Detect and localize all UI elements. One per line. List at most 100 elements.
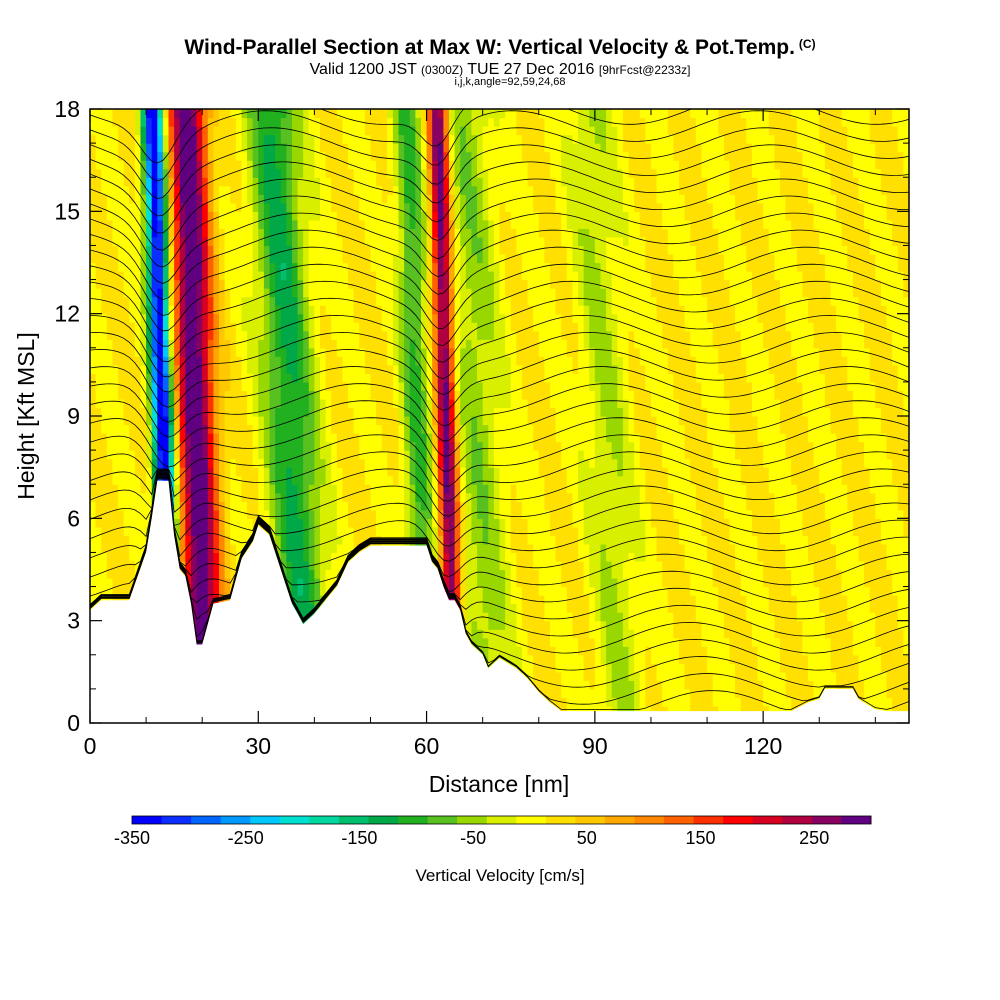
field-cell (314, 552, 321, 562)
field-cell (303, 407, 310, 417)
field-cell (179, 245, 186, 255)
field-cell (376, 467, 383, 477)
field-cell (392, 288, 400, 298)
field-cell (286, 228, 293, 238)
field-cell (303, 211, 310, 221)
field-cell (252, 279, 259, 289)
field-cell (437, 501, 444, 511)
field-cell (359, 492, 366, 502)
field-cell (235, 288, 243, 298)
field-cell (426, 501, 433, 511)
field-cell (325, 492, 332, 502)
field-cell (404, 168, 411, 178)
field-cell (387, 151, 394, 161)
field-cell (331, 484, 338, 494)
field-cell (118, 271, 125, 281)
field-cell (196, 279, 203, 289)
field-cell (381, 441, 388, 451)
field-cell (146, 373, 153, 383)
field-cell (263, 117, 271, 127)
field-cell (465, 620, 473, 630)
field-cell (398, 202, 405, 212)
field-cell (370, 168, 377, 178)
field-cell (275, 441, 282, 451)
field-cell (151, 126, 158, 136)
field-cell (336, 177, 344, 187)
field-cell (95, 330, 102, 340)
field-cell (319, 330, 327, 340)
field-cell (303, 177, 310, 187)
field-cell (454, 373, 461, 383)
field-cell (230, 398, 237, 409)
field-cell (230, 313, 237, 323)
field-cell (129, 339, 136, 349)
field-cell (263, 228, 271, 238)
field-cell (157, 185, 164, 195)
field-cell (190, 228, 198, 238)
field-cell (426, 416, 433, 426)
field-cell (404, 364, 411, 374)
field-cell (303, 433, 310, 443)
field-cell (291, 526, 299, 536)
field-cell (196, 620, 203, 630)
field-cell (185, 160, 192, 170)
field-cell (196, 339, 203, 349)
field-cell (207, 586, 215, 596)
field-cell (106, 560, 114, 571)
field-cell (235, 236, 243, 247)
field-cell (280, 424, 287, 434)
field-cell (342, 518, 349, 528)
field-cell (162, 288, 170, 298)
field-cell (398, 509, 405, 519)
field-cell (146, 143, 153, 153)
field-cell (353, 126, 360, 136)
field-cell (314, 381, 321, 392)
field-cell (202, 271, 209, 281)
field-cell (359, 450, 366, 460)
field-cell (95, 194, 102, 204)
field-cell (308, 168, 315, 178)
field-cell (325, 126, 332, 136)
field-cell (118, 518, 125, 528)
field-cell (325, 134, 332, 144)
field-cell (308, 595, 315, 605)
field-cell (101, 381, 108, 392)
field-cell (348, 364, 355, 374)
field-cell (112, 518, 119, 528)
field-cell (303, 117, 310, 127)
field-cell (420, 305, 428, 315)
field-cell (460, 245, 467, 255)
field-cell (174, 526, 181, 536)
field-cell (291, 177, 299, 187)
field-cell (286, 143, 293, 153)
field-cell (151, 330, 158, 340)
field-cell (213, 177, 220, 187)
field-cell (157, 373, 164, 383)
field-cell (449, 441, 456, 451)
field-cell (134, 168, 142, 178)
field-cell (319, 467, 327, 477)
field-cell (168, 228, 175, 238)
field-cell (207, 288, 215, 298)
field-cell (308, 109, 315, 119)
field-cell (471, 253, 478, 264)
field-cell (471, 219, 478, 229)
field-cell (213, 134, 220, 144)
field-cell (415, 381, 422, 392)
field-cell (174, 407, 181, 417)
field-cell (336, 271, 344, 281)
field-cell (387, 160, 394, 170)
field-cell (129, 398, 136, 409)
field-cell (286, 450, 293, 460)
field-cell (134, 143, 142, 153)
field-cell (415, 202, 422, 212)
field-cell (381, 364, 388, 374)
field-cell (392, 330, 400, 340)
field-cell (196, 143, 203, 153)
field-cell (359, 185, 366, 195)
field-cell (241, 151, 248, 161)
field-cell (219, 253, 226, 264)
field-cell (376, 518, 383, 528)
field-cell (437, 253, 444, 264)
field-cell (348, 526, 355, 536)
